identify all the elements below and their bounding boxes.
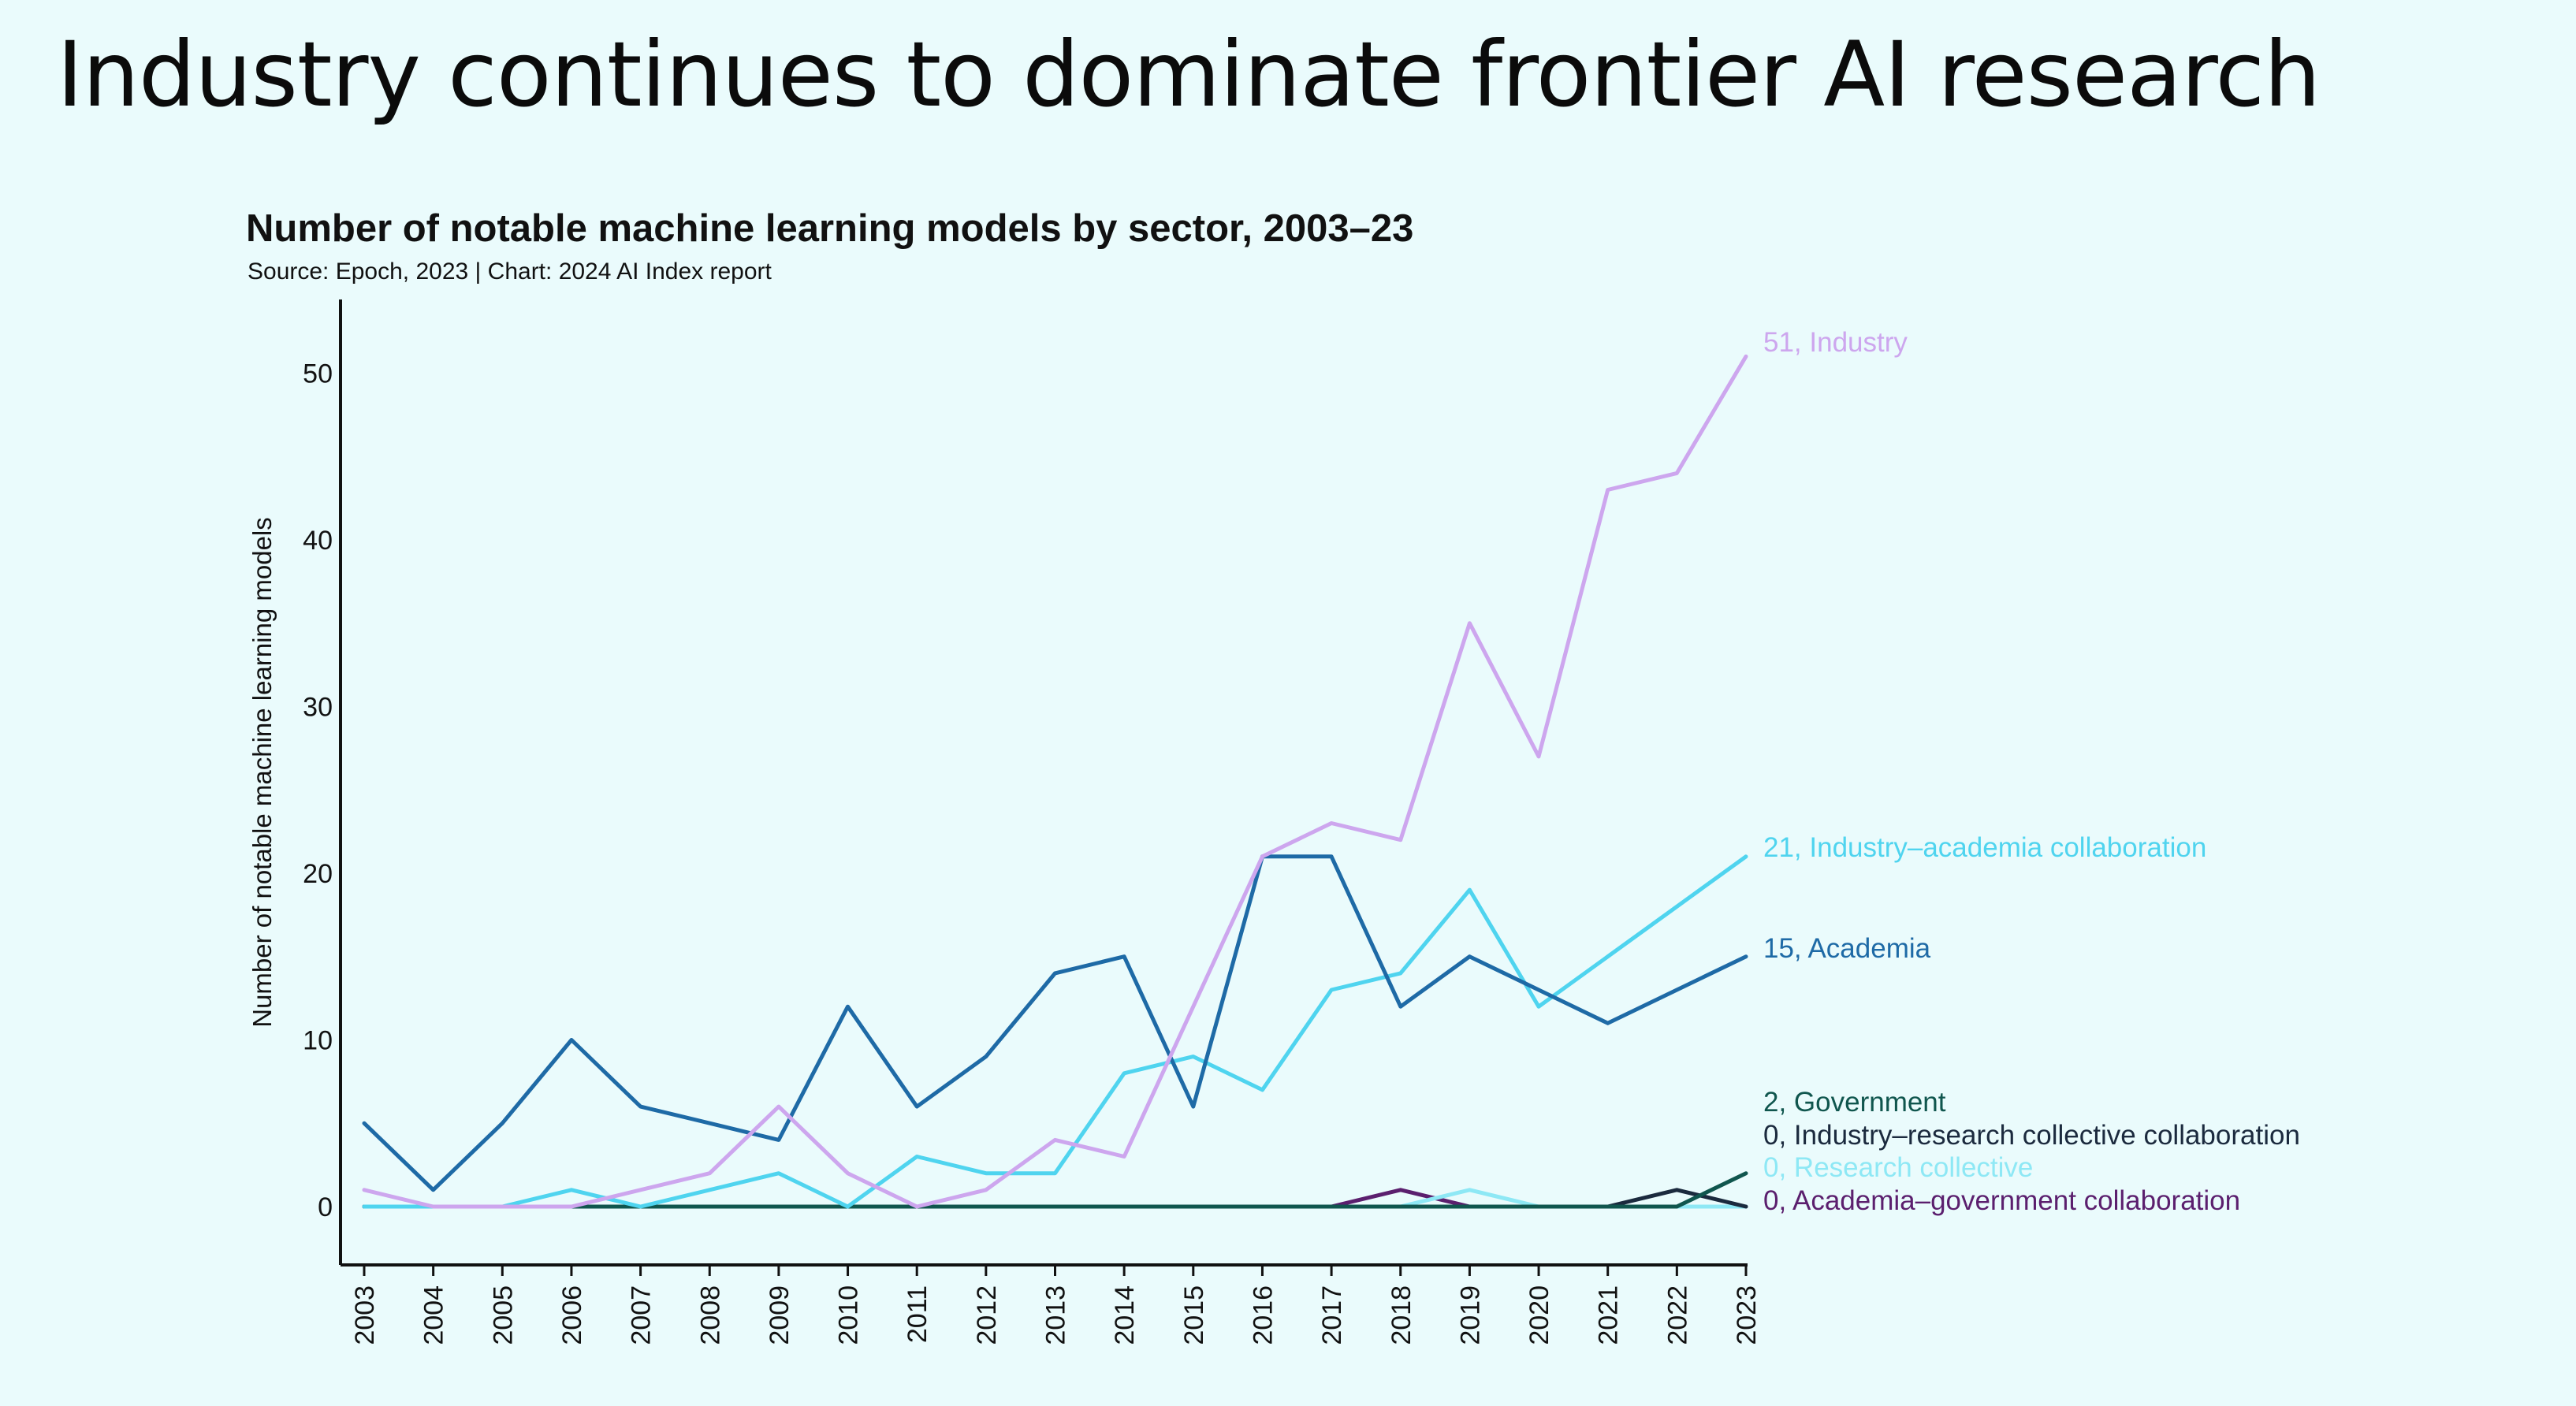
series-line-academia-government-collaboration — [362, 1188, 1748, 1209]
end-label-academia-government-collaboration: 0, Academia–government collaboration — [1763, 1185, 2240, 1216]
series-line-industry-research-collective-collaboration — [362, 1188, 1748, 1209]
x-tick-label: 2022 — [1662, 1285, 1692, 1345]
x-tick-label: 2005 — [488, 1285, 518, 1345]
end-label-research-collective: 0, Research collective — [1763, 1152, 2033, 1183]
series-line-industry — [362, 354, 1748, 1209]
x-tick-label: 2013 — [1041, 1285, 1071, 1345]
x-tick-label: 2006 — [557, 1285, 587, 1345]
x-tick-label: 2003 — [350, 1285, 380, 1345]
y-tick-label: 50 — [303, 359, 333, 389]
y-tick-label: 0 — [318, 1192, 333, 1222]
y-axis-title: Number of notable machine learning model… — [248, 517, 277, 1028]
series-lines — [362, 354, 1748, 1209]
x-tick-label: 2019 — [1455, 1285, 1485, 1345]
end-label-academia: 15, Academia — [1763, 933, 1931, 964]
x-tick-label: 2004 — [419, 1285, 449, 1345]
y-tick-label: 40 — [303, 526, 333, 556]
x-tick-label: 2023 — [1732, 1285, 1762, 1345]
x-tick-label: 2018 — [1387, 1285, 1416, 1345]
y-axis: 0 10 20 30 40 50 Number of notable machine lea… — [248, 299, 342, 1265]
x-tick-label: 2011 — [903, 1285, 932, 1343]
x-tick-label: 2017 — [1317, 1285, 1347, 1345]
x-tick-label: 2015 — [1179, 1285, 1209, 1345]
y-tick-label: 10 — [303, 1025, 333, 1055]
series-end-labels: 51, Industry 21, Industry–academia collab… — [1763, 327, 2300, 1216]
series-line-research-collective — [362, 1188, 1748, 1209]
x-tick-label: 2008 — [695, 1285, 725, 1345]
series-line-academia — [362, 854, 1748, 1192]
end-label-industry-academia-collaboration: 21, Industry–academia collaboration — [1763, 832, 2206, 863]
end-label-industry-research-collective-collaboration: 0, Industry–research collective collabor… — [1763, 1120, 2300, 1151]
end-label-industry: 51, Industry — [1763, 327, 1908, 358]
x-axis: 2003 2004 2005 2006 2007 2008 2009 2010 2011 2012… — [341, 1263, 1762, 1345]
y-tick-label: 30 — [303, 692, 333, 722]
end-label-government: 2, Government — [1763, 1087, 1946, 1118]
series-line-industry-academia-collaboration — [362, 854, 1748, 1209]
x-tick-label: 2021 — [1594, 1285, 1624, 1345]
x-tick-label: 2020 — [1524, 1285, 1554, 1345]
chart-title: Number of notable machine learning model… — [246, 207, 1414, 250]
x-tick-label: 2010 — [834, 1285, 864, 1345]
x-tick-label: 2016 — [1248, 1285, 1278, 1345]
chart-subtitle: Source: Epoch, 2023 | Chart: 2024 AI Ind… — [248, 259, 772, 285]
x-tick-label: 2014 — [1110, 1285, 1140, 1345]
slide-title: Industry continues to dominate frontier … — [57, 22, 2321, 127]
x-tick-label: 2009 — [765, 1285, 795, 1345]
x-tick-label: 2012 — [972, 1285, 1002, 1345]
series-line-government — [362, 1171, 1748, 1209]
x-tick-label: 2007 — [627, 1285, 657, 1345]
y-tick-label: 20 — [303, 859, 333, 889]
